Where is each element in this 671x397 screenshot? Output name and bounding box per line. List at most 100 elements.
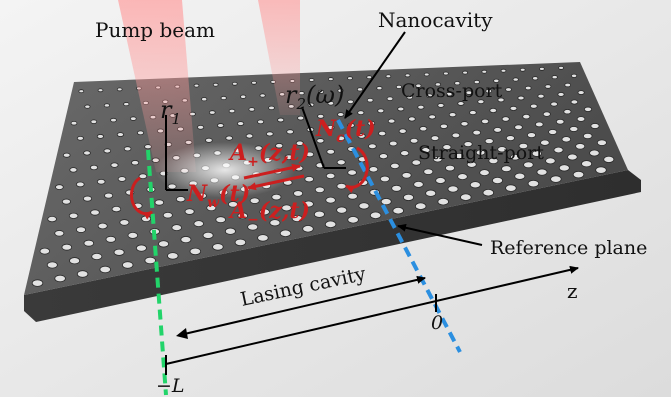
air-hole: [385, 74, 392, 79]
air-hole: [215, 216, 226, 224]
air-hole: [83, 150, 91, 156]
air-hole: [135, 244, 147, 252]
air-hole: [138, 173, 148, 180]
air-hole: [477, 99, 485, 105]
air-hole: [247, 223, 259, 231]
air-hole: [336, 206, 348, 214]
air-hole: [302, 225, 314, 233]
air-hole: [68, 212, 79, 219]
air-hole: [234, 238, 247, 247]
air-hole: [512, 77, 519, 82]
air-hole: [62, 152, 71, 158]
air-hole: [423, 168, 434, 175]
air-hole: [154, 199, 165, 206]
air-hole: [110, 162, 119, 168]
air-hole: [479, 169, 490, 177]
air-hole: [576, 116, 586, 122]
air-hole: [404, 73, 411, 78]
air-hole: [123, 146, 132, 152]
air-hole: [257, 234, 269, 242]
slab-edge: [24, 170, 641, 322]
air-hole: [291, 214, 303, 223]
air-hole: [386, 96, 394, 101]
air-hole: [367, 120, 376, 126]
air-hole: [136, 130, 145, 136]
blue-dashed-line: [336, 119, 462, 353]
air-hole: [99, 265, 111, 274]
air-hole: [259, 208, 270, 216]
air-hole: [336, 182, 347, 190]
air-hole: [47, 216, 57, 223]
air-hole: [305, 151, 315, 158]
air-hole: [162, 211, 173, 219]
air-hole: [369, 211, 382, 219]
air-hole: [443, 71, 449, 76]
air-hole: [368, 143, 377, 150]
z-axis-arrow: [165, 265, 579, 365]
air-hole: [303, 200, 314, 208]
air-hole: [514, 124, 523, 131]
air-hole: [548, 129, 558, 135]
pump-beam-right: [258, 0, 300, 115]
air-hole: [482, 189, 495, 197]
air-hole: [110, 117, 117, 123]
air-hole: [553, 146, 564, 154]
air-hole: [505, 135, 515, 142]
air-hole: [357, 110, 365, 116]
air-hole: [180, 236, 192, 244]
air-hole: [31, 279, 44, 287]
air-hole: [248, 107, 256, 112]
air-hole: [537, 93, 545, 99]
air-hole: [497, 97, 505, 103]
air-hole: [316, 138, 325, 144]
air-hole: [401, 172, 412, 179]
air-hole: [413, 180, 424, 188]
reference-plane-label: Reference plane: [490, 237, 647, 259]
air-hole: [493, 127, 502, 133]
air-hole: [281, 204, 292, 212]
air-hole: [325, 172, 336, 179]
air-hole: [577, 90, 585, 95]
air-hole: [217, 123, 225, 128]
air-hole: [89, 164, 99, 171]
air-hole: [500, 68, 507, 73]
air-hole: [595, 166, 607, 174]
air-hole: [575, 143, 586, 150]
air-hole: [308, 78, 315, 82]
air-hole: [103, 103, 110, 108]
air-hole: [327, 101, 335, 106]
air-hole: [54, 274, 66, 283]
air-hole: [97, 88, 104, 93]
air-hole: [90, 119, 98, 124]
air-hole: [123, 102, 130, 107]
minus-L-label: −L: [156, 375, 185, 397]
air-hole: [532, 76, 539, 81]
air-hole: [481, 118, 490, 125]
air-hole: [121, 261, 134, 269]
air-hole: [69, 167, 78, 173]
air-hole: [297, 115, 305, 121]
air-hole: [76, 135, 84, 141]
air-hole: [469, 110, 477, 116]
air-hole: [271, 193, 282, 201]
air-hole: [558, 65, 564, 70]
air-hole: [96, 134, 104, 139]
air-hole: [201, 97, 208, 102]
air-hole: [557, 92, 565, 97]
air-hole: [497, 146, 507, 153]
air-hole: [347, 216, 359, 224]
air-hole: [324, 220, 337, 228]
air-hole: [460, 193, 472, 201]
air-hole: [307, 102, 315, 108]
air-hole: [415, 83, 422, 88]
air-hole: [457, 101, 465, 106]
air-hole: [473, 79, 480, 85]
air-hole: [337, 88, 344, 93]
r2-symbol: r2(ω): [285, 81, 344, 113]
air-hole: [220, 95, 227, 101]
air-hole: [366, 97, 374, 103]
air-hole: [249, 197, 260, 204]
air-hole: [358, 202, 370, 210]
